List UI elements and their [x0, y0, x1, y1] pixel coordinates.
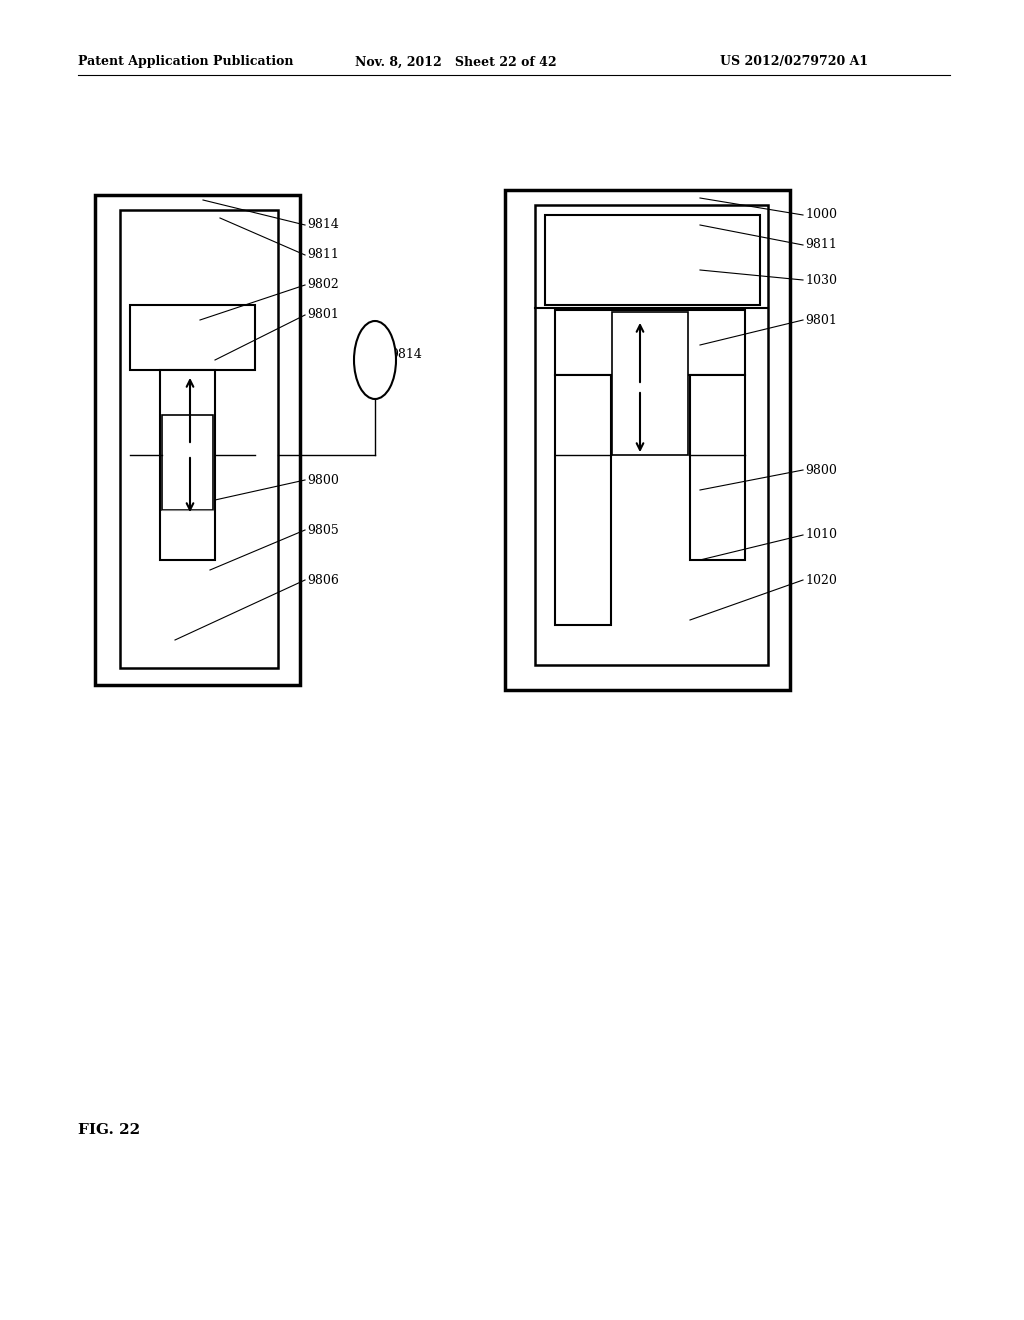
- Bar: [162, 414, 213, 510]
- Text: 1010: 1010: [805, 528, 837, 541]
- Text: 9800: 9800: [307, 474, 339, 487]
- Bar: [95, 195, 300, 685]
- Text: 9814: 9814: [390, 348, 422, 362]
- Text: Nov. 8, 2012   Sheet 22 of 42: Nov. 8, 2012 Sheet 22 of 42: [355, 55, 557, 69]
- Text: 9801: 9801: [307, 309, 339, 322]
- Bar: [535, 205, 768, 665]
- Text: 9805: 9805: [307, 524, 339, 536]
- Bar: [160, 370, 215, 560]
- Bar: [505, 190, 790, 690]
- Bar: [555, 375, 611, 624]
- Text: 9814: 9814: [307, 219, 339, 231]
- Text: 9800: 9800: [805, 463, 837, 477]
- Text: 9811: 9811: [805, 239, 837, 252]
- Bar: [545, 215, 760, 305]
- Text: 9811: 9811: [307, 248, 339, 261]
- Bar: [120, 210, 278, 668]
- Text: 9801: 9801: [805, 314, 837, 326]
- Text: FIG. 22: FIG. 22: [78, 1123, 140, 1137]
- Bar: [130, 305, 255, 370]
- Text: 9806: 9806: [307, 573, 339, 586]
- Text: US 2012/0279720 A1: US 2012/0279720 A1: [720, 55, 868, 69]
- Text: 9802: 9802: [307, 279, 339, 292]
- Bar: [690, 375, 745, 560]
- Bar: [555, 310, 745, 375]
- Text: Patent Application Publication: Patent Application Publication: [78, 55, 294, 69]
- Ellipse shape: [354, 321, 396, 399]
- Bar: [612, 312, 688, 455]
- Text: 1000: 1000: [805, 209, 837, 222]
- Text: 1020: 1020: [805, 573, 837, 586]
- Text: 1030: 1030: [805, 273, 837, 286]
